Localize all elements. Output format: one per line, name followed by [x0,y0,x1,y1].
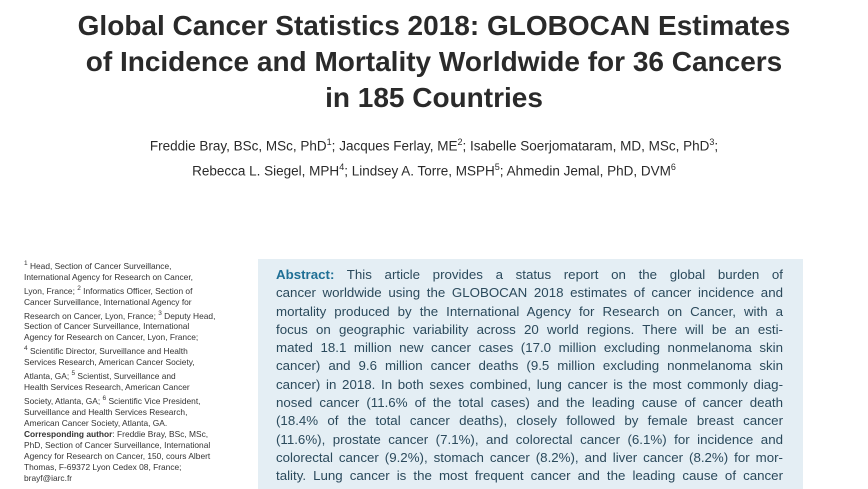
affiliation-text: Section of Cancer Surveillance, Internat… [24,321,190,332]
affiliation-text: Services Research, American Cancer Socie… [24,357,195,368]
author-separator: ; [714,138,719,154]
affiliation-line: Lyon, France; 2 Informatics Officer, Sec… [24,283,236,297]
paper-title: Global Cancer Statistics 2018: GLOBOCAN … [0,8,868,116]
affiliation-text: Head, Section of Cancer Surveillance, [27,260,172,271]
affiliation-line: Research on Cancer, Lyon, France; 3 Depu… [24,308,236,322]
author-separator: ; [499,163,507,178]
abstract-line: cancer) and 9.6 million cancer deaths (9… [276,358,783,374]
author-affiliation-mark: 2 [457,137,463,147]
affiliation-line: Surveillance and Health Services Researc… [24,407,236,418]
title-line: Global Cancer Statistics 2018: GLOBOCAN … [77,10,791,41]
affiliation-line: 1 Head, Section of Cancer Surveillance, [24,258,236,272]
author-separator: ; [344,163,352,178]
author-line: Freddie Bray, BSc, MSc, PhD1; Jacques Fe… [0,132,868,157]
abstract-label: Abstract: [276,267,335,282]
affiliation-text: Scientific Director, Surveillance and He… [27,346,188,357]
corresponding-label: Corresponding author [24,429,113,439]
affiliation-text: Atlanta, GA; [24,370,72,381]
abstract-line: mortality produced by the International … [276,303,783,319]
affiliation-mark: 4 [24,345,28,353]
affiliation-text: Lyon, France; [24,285,78,296]
corresponding-email[interactable]: brayf@iarc.fr [24,473,73,483]
affiliation-mark: 2 [77,284,81,292]
abstract-first-line: This article provides a status report on… [334,267,783,282]
affiliation-text: American Cancer Society, Atlanta, GA. [24,417,168,428]
affiliation-line: Services Research, American Cancer Socie… [24,357,236,368]
abstract-line: mated 18.1 million new cancer cases (17.… [276,340,783,356]
abstract-line: cancer) in 2018. In both sexes combined,… [276,376,783,392]
author-name: Rebecca L. Siegel, MPH [192,163,340,178]
author-line: Rebecca L. Siegel, MPH4; Lindsey A. Torr… [0,157,868,182]
author-affiliation-mark: 4 [339,161,345,172]
author-affiliation-mark: 3 [709,137,715,147]
abstract-line: colorectal cancer (9.2%), stomach cancer… [276,449,783,465]
affiliation-line: Section of Cancer Surveillance, Internat… [24,321,236,332]
author-list: Freddie Bray, BSc, MSc, PhD1; Jacques Fe… [0,132,868,181]
author-name: Ahmedin Jemal, PhD, DVM [506,163,671,178]
abstract-line: tality. Lung cancer is the most frequent… [276,468,783,484]
affiliation-line: 4 Scientific Director, Surveillance and … [24,343,236,357]
author-affiliation-mark: 5 [494,161,500,172]
affiliation-line: International Agency for Research on Can… [24,272,236,283]
affiliation-line: Health Services Research, American Cance… [24,382,236,393]
author-name: Jacques Ferlay, ME [339,138,458,154]
affiliation-text: Scientist, Surveillance and [75,370,176,381]
author-separator: ; [462,138,471,154]
affiliation-text: Health Services Research, American Cance… [24,381,190,392]
affiliation-text: International Agency for Research on Can… [24,271,193,282]
affiliation-text: Society, Atlanta, GA; [24,395,103,406]
abstract-line: cancer worldwide using the GLOBOCAN 2018… [276,285,783,301]
affiliation-line: Society, Atlanta, GA; 6 Scientific Vice … [24,393,236,407]
corresponding-line: : Freddie Bray, BSc, MSc, [112,429,209,439]
affiliation-line: Atlanta, GA; 5 Scientist, Surveillance a… [24,368,236,382]
abstract-line: (11.6%), prostate cancer (7.1%), and col… [276,431,783,447]
title-line: of Incidence and Mortality Worldwide for… [85,46,783,77]
author-name: Isabelle Soerjomataram, MD, MSc, PhD [470,138,710,154]
abstract-line: Abstract: This article provides a status… [276,266,783,284]
abstract-line: (18.4% of the total cancer deaths), clos… [276,413,783,429]
corresponding-line: PhD, Section of Cancer Surveillance, Int… [24,440,211,450]
affiliation-mark: 3 [158,309,162,317]
affiliation-text: Research on Cancer, Lyon, France; [24,310,159,321]
affiliation-line: American Cancer Society, Atlanta, GA. [24,418,236,429]
corresponding-line: Agency for Research on Cancer, 150, cour… [24,451,211,461]
affiliation-text: Informatics Officer, Section of [80,285,193,296]
affiliation-mark: 6 [102,394,107,402]
corresponding-author: Corresponding author: Freddie Bray, BSc,… [24,429,236,484]
affiliations: 1 Head, Section of Cancer Surveillance, I… [24,258,236,429]
abstract-box [258,259,803,489]
affiliation-text: Scientific Vice President, [106,395,201,406]
affiliation-mark: 5 [71,370,76,378]
title-line: in 185 Countries [325,82,543,113]
affiliation-line: Agency for Research on Cancer, Lyon, Fra… [24,332,236,343]
affiliation-text: Cancer Surveillance, International Agenc… [24,296,192,307]
author-name: Freddie Bray, BSc, MSc, PhD [149,138,327,154]
affiliation-text: Surveillance and Health Services Researc… [24,406,188,417]
author-affiliation-mark: 6 [670,161,676,172]
affiliation-text: Deputy Head, [161,310,216,321]
author-name: Lindsey A. Torre, MSPH [351,163,495,178]
affiliation-line: Cancer Surveillance, International Agenc… [24,297,236,308]
author-affiliation-mark: 1 [326,137,332,147]
affiliation-mark: 1 [24,260,28,267]
abstract-line: nosed cancer (11.6% of the total cases) … [276,395,783,411]
corresponding-line: Thomas, F-69372 Lyon Cedex 08, France; [24,462,182,472]
abstract-line: focus on geographic variability across 2… [276,321,783,337]
abstract-text: Abstract: This article provides a status… [276,266,783,486]
author-separator: ; [331,138,340,154]
affiliation-text: Agency for Research on Cancer, Lyon, Fra… [24,332,199,343]
